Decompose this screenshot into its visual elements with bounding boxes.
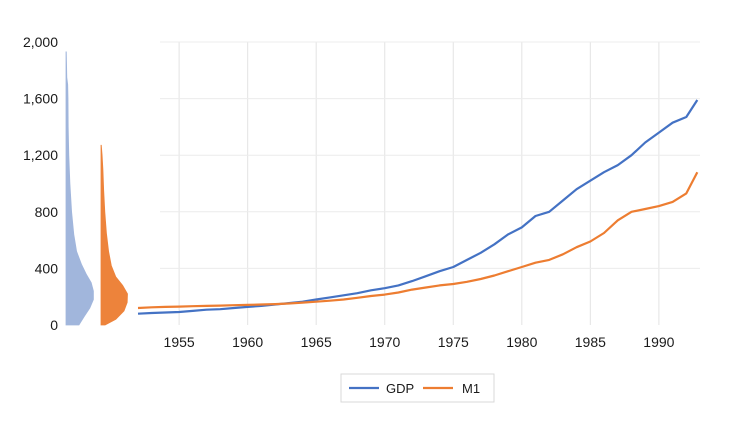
series-lines — [137, 99, 699, 315]
legend-label-gdp: GDP — [386, 381, 414, 396]
y-tick-label-2000: 2,000 — [23, 34, 58, 50]
y-axis-tick-labels: 0 400 800 1,200 1,600 2,000 — [23, 34, 58, 333]
gridlines — [160, 41, 700, 325]
y-tick-label-400: 400 — [35, 260, 59, 276]
y-tick-label-1600: 1,600 — [23, 91, 58, 107]
y-tick-label-1200: 1,200 — [23, 147, 58, 163]
legend-label-m1: M1 — [462, 381, 480, 396]
x-tick-label-1980: 1980 — [506, 334, 537, 350]
marginal-gdp-distribution — [65, 51, 94, 326]
y-tick-label-0: 0 — [50, 317, 58, 333]
series-line-gdp — [137, 99, 699, 315]
x-tick-label-1965: 1965 — [301, 334, 332, 350]
x-tick-label-1975: 1975 — [438, 334, 469, 350]
x-tick-label-1990: 1990 — [643, 334, 674, 350]
legend: GDP M1 — [340, 373, 495, 403]
x-tick-label-1985: 1985 — [575, 334, 606, 350]
marginal-m1-distribution — [100, 144, 128, 326]
x-axis-tick-labels: 1955 1960 1965 1970 1975 1980 1985 1990 — [164, 334, 675, 350]
marginal-distributions — [65, 51, 128, 326]
x-tick-label-1960: 1960 — [232, 334, 263, 350]
y-tick-label-800: 800 — [35, 204, 59, 220]
x-tick-label-1970: 1970 — [369, 334, 400, 350]
series-line-m1 — [137, 171, 699, 310]
x-tick-label-1955: 1955 — [164, 334, 195, 350]
